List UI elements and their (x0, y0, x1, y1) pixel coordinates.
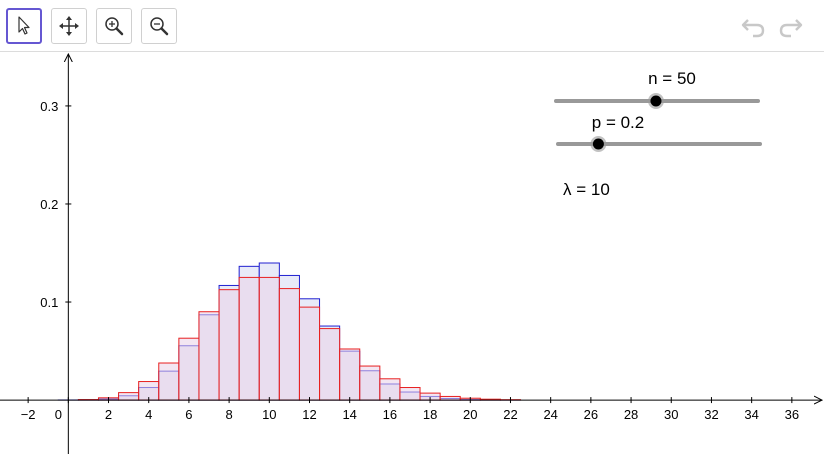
histogram-bar (298, 306, 321, 401)
slider-p-knob[interactable] (592, 138, 604, 150)
x-tick-label: 18 (423, 407, 437, 422)
slider-n[interactable]: n = 50 (554, 69, 760, 109)
y-tick-label: 0.1 (40, 295, 58, 310)
x-tick-label: 20 (463, 407, 477, 422)
histogram-bar (118, 392, 140, 401)
redo-icon (779, 19, 803, 38)
x-tick-label: −2 (21, 407, 36, 422)
four-way-arrows-icon (59, 16, 79, 36)
x-tick-label: 4 (145, 407, 152, 422)
histogram-bar (379, 378, 401, 401)
x-tick-label: 26 (584, 407, 598, 422)
x-tick-label: 12 (302, 407, 316, 422)
x-tick-label: 28 (624, 407, 638, 422)
redo-button[interactable] (776, 12, 806, 40)
zoom-out-icon (150, 17, 169, 36)
slider-p[interactable]: p = 0.2 (556, 113, 762, 152)
poisson-bars (77, 276, 522, 401)
histogram-bar (158, 362, 180, 401)
zoom-in-button[interactable] (96, 8, 132, 44)
move-tool-button[interactable] (6, 8, 42, 44)
move-graphics-view-button[interactable] (51, 8, 87, 44)
zoom-out-button[interactable] (141, 8, 177, 44)
y-tick-label: 0.2 (40, 197, 58, 212)
histogram-bar (198, 311, 220, 401)
undo-button[interactable] (738, 12, 768, 40)
x-tick-label: 8 (225, 407, 232, 422)
x-tick-label: 24 (543, 407, 557, 422)
x-tick-label: 6 (185, 407, 192, 422)
lambda-text: λ = 10 (563, 180, 610, 199)
histogram-bar (218, 289, 240, 401)
graphics-view[interactable]: −2 0 2 4 6 8 10 12 14 16 18 20 22 24 26 28 30 32 34 36 0.10… (0, 52, 824, 454)
histogram-bar (399, 387, 421, 401)
x-axis-ticks: −2 0 2 4 6 8 10 12 14 16 18 20 22 24 26 28 30 32 34 36 (21, 397, 799, 422)
histogram-bar (439, 395, 461, 401)
histogram-bar (339, 348, 361, 401)
arrow-pointer-icon (18, 16, 30, 35)
undo-icon (741, 19, 765, 38)
y-tick-label: 0.3 (40, 99, 58, 114)
x-tick-label: 34 (744, 407, 758, 422)
x-tick-label: 22 (503, 407, 517, 422)
slider-n-label: n = 50 (648, 69, 696, 88)
slider-n-knob[interactable] (650, 95, 662, 107)
slider-p-label: p = 0.2 (592, 113, 644, 132)
x-tick-label: 30 (664, 407, 678, 422)
x-tick-label: 2 (105, 407, 112, 422)
x-tick-label: 16 (383, 407, 397, 422)
x-tick-label: 10 (262, 407, 276, 422)
histogram-bar (359, 365, 381, 401)
x-tick-label: 36 (785, 407, 799, 422)
toolbar (0, 0, 824, 52)
histogram-bar (178, 337, 200, 401)
x-tick-label: 0 (55, 407, 62, 422)
y-axis-ticks: 0.1 0.2 0.3 (40, 99, 72, 310)
histogram-bar (238, 276, 260, 401)
x-tick-label: 14 (342, 407, 356, 422)
histogram-bar (258, 276, 280, 401)
histogram-bar (319, 328, 341, 401)
zoom-in-icon (105, 17, 124, 36)
x-tick-label: 32 (704, 407, 718, 422)
histogram-bar (278, 288, 300, 401)
